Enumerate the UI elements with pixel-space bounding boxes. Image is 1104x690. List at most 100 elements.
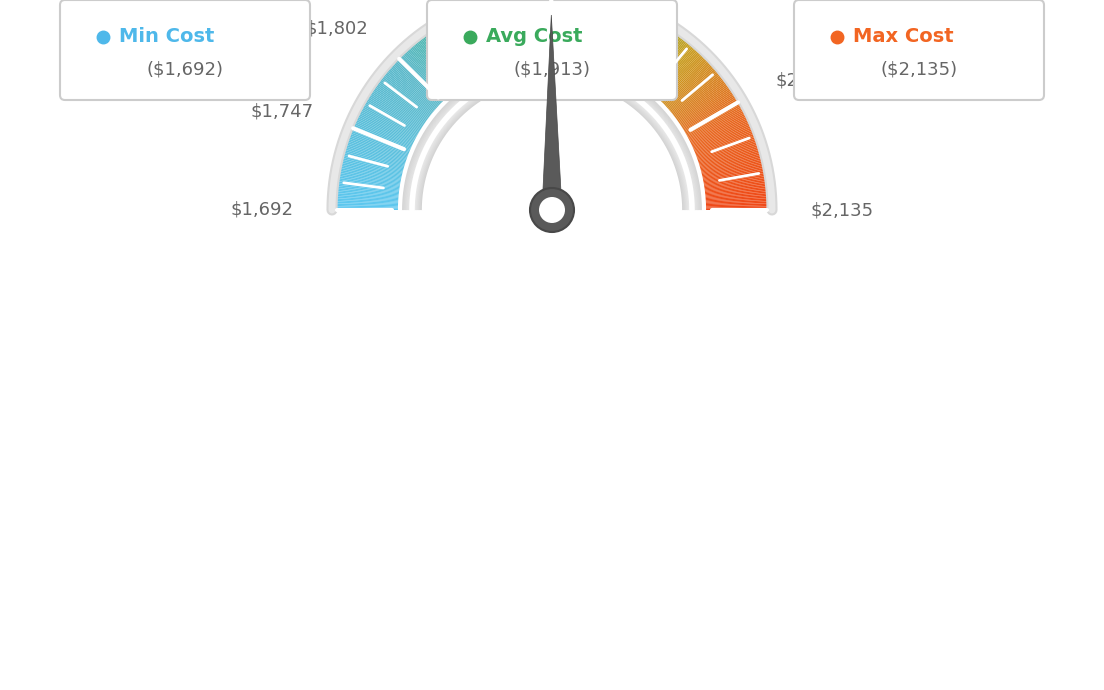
Wedge shape: [395, 55, 453, 112]
Wedge shape: [643, 41, 694, 104]
Wedge shape: [612, 11, 647, 83]
Wedge shape: [578, 0, 595, 72]
Wedge shape: [688, 157, 766, 177]
Wedge shape: [622, 19, 662, 89]
Wedge shape: [436, 22, 479, 91]
Wedge shape: [571, 0, 583, 71]
Wedge shape: [607, 8, 641, 82]
Wedge shape: [521, 0, 533, 71]
Text: ($1,913): ($1,913): [513, 61, 591, 79]
Wedge shape: [351, 118, 425, 152]
Wedge shape: [575, 0, 590, 72]
Wedge shape: [562, 0, 570, 70]
Wedge shape: [609, 10, 644, 83]
Wedge shape: [564, 0, 573, 70]
Wedge shape: [602, 4, 631, 79]
Wedge shape: [666, 81, 731, 128]
Wedge shape: [574, 0, 588, 72]
Wedge shape: [649, 51, 705, 110]
Wedge shape: [692, 206, 772, 209]
Wedge shape: [355, 108, 427, 146]
Wedge shape: [359, 103, 429, 143]
Wedge shape: [362, 98, 432, 139]
Wedge shape: [383, 67, 446, 120]
Wedge shape: [662, 74, 725, 124]
Wedge shape: [340, 148, 417, 172]
Wedge shape: [639, 37, 690, 101]
Wedge shape: [690, 174, 769, 188]
Wedge shape: [679, 118, 753, 152]
Wedge shape: [680, 123, 755, 155]
Wedge shape: [625, 22, 668, 91]
Wedge shape: [627, 24, 671, 92]
Wedge shape: [381, 70, 444, 121]
Wedge shape: [496, 0, 517, 75]
Wedge shape: [384, 66, 446, 119]
Wedge shape: [512, 0, 528, 72]
Wedge shape: [599, 3, 628, 79]
Text: Max Cost: Max Cost: [853, 27, 954, 46]
Wedge shape: [360, 101, 431, 141]
Wedge shape: [405, 45, 459, 106]
Wedge shape: [361, 99, 431, 141]
Wedge shape: [681, 124, 755, 157]
Wedge shape: [486, 0, 511, 77]
Wedge shape: [639, 39, 691, 101]
Wedge shape: [440, 20, 481, 90]
Wedge shape: [337, 164, 415, 181]
Wedge shape: [351, 119, 424, 153]
Wedge shape: [463, 8, 497, 82]
Wedge shape: [493, 0, 516, 75]
Wedge shape: [514, 0, 529, 72]
Wedge shape: [686, 142, 762, 168]
Wedge shape: [677, 108, 749, 146]
Wedge shape: [690, 169, 768, 185]
Wedge shape: [337, 162, 415, 181]
Wedge shape: [420, 33, 469, 98]
Wedge shape: [611, 10, 646, 83]
Wedge shape: [378, 75, 442, 125]
Wedge shape: [689, 167, 768, 184]
Wedge shape: [516, 0, 530, 72]
Wedge shape: [447, 16, 487, 87]
Wedge shape: [404, 46, 458, 106]
Wedge shape: [332, 206, 412, 209]
Wedge shape: [690, 172, 769, 187]
Wedge shape: [518, 0, 531, 72]
Wedge shape: [668, 86, 735, 132]
Wedge shape: [552, 0, 554, 70]
Wedge shape: [538, 0, 544, 70]
Wedge shape: [556, 0, 561, 70]
Wedge shape: [335, 177, 414, 190]
Wedge shape: [683, 132, 758, 161]
Wedge shape: [692, 205, 772, 208]
Wedge shape: [651, 56, 710, 112]
FancyBboxPatch shape: [427, 0, 677, 100]
Wedge shape: [336, 169, 414, 185]
Wedge shape: [684, 139, 761, 166]
Wedge shape: [680, 119, 753, 153]
Wedge shape: [662, 75, 726, 125]
Wedge shape: [500, 0, 520, 74]
Wedge shape: [654, 59, 713, 115]
Wedge shape: [692, 203, 772, 207]
Wedge shape: [678, 115, 751, 150]
Wedge shape: [490, 0, 514, 76]
Wedge shape: [646, 46, 700, 106]
Wedge shape: [352, 117, 425, 151]
Wedge shape: [433, 24, 477, 92]
Wedge shape: [555, 0, 559, 70]
Wedge shape: [453, 13, 489, 86]
Wedge shape: [572, 0, 585, 72]
Wedge shape: [403, 48, 458, 107]
Wedge shape: [332, 203, 412, 207]
Text: ($1,692): ($1,692): [147, 61, 223, 79]
Wedge shape: [475, 3, 503, 79]
Wedge shape: [530, 0, 539, 71]
Wedge shape: [388, 63, 448, 117]
Wedge shape: [593, 0, 618, 77]
Wedge shape: [671, 95, 741, 138]
Wedge shape: [333, 188, 413, 197]
Wedge shape: [389, 62, 448, 117]
Wedge shape: [362, 97, 432, 139]
